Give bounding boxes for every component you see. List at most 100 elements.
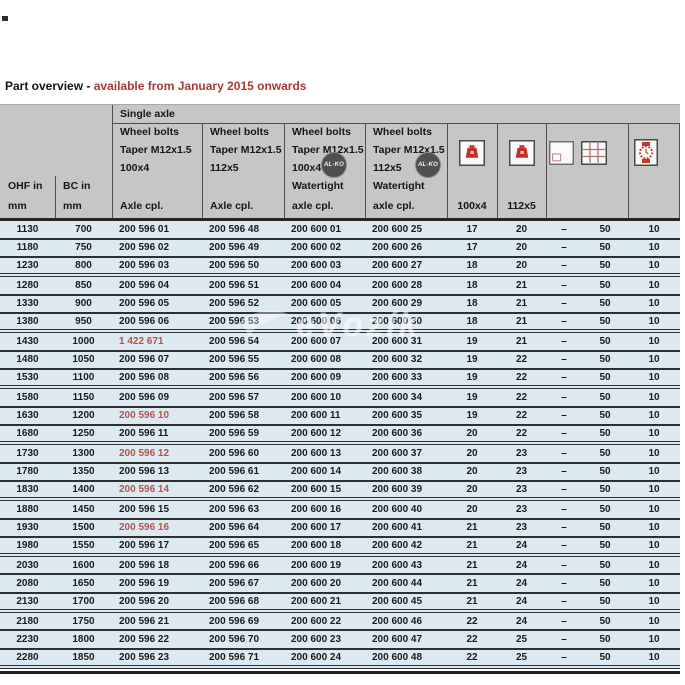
table-cell-watertight_112x5: 200 600 34 [372,391,423,403]
table-row: 1680 1250 200 596 11 200 596 59 200 600 12 20… [0,426,680,445]
header-divider [112,105,113,218]
table-cell-delivery_time: 10 [648,466,660,478]
table-cell-watertight_100x4: 200 600 24 [291,651,342,663]
table-cell-bc: 1350 [72,466,95,478]
table-cell-bc: 1450 [72,503,95,515]
table-cell-axle_112x5: 200 596 65 [209,539,260,551]
table-cell-ohf: 1130 [16,223,39,235]
table-cell-weight_112x5: 22 [515,428,528,440]
table-cell-bc: 1150 [72,391,95,403]
table-cell-axle_112x5: 200 596 55 [209,354,260,366]
table-cell-bc: 700 [75,223,92,235]
table-cell-pallet_qty: 50 [599,595,611,607]
table-cell-watertight_112x5: 200 600 47 [372,634,423,646]
table-cell-packaging: – [561,242,567,254]
table-cell-axle_100x4: 200 596 10 [119,410,170,422]
header-label: Taper M12x1.5 [120,144,192,156]
table-cell-packaging: – [561,539,567,551]
table-cell-weight_100x4: 21 [466,578,478,590]
table-cell-bc: 1750 [72,615,95,627]
table-cell-weight_100x4: 20 [466,447,478,459]
table-row: 1430 1000 1 422 671 200 596 54 200 600 07 200… [0,332,680,352]
header-divider [497,123,498,218]
table-cell-pallet_qty: 50 [599,242,611,254]
table-cell-ohf: 1880 [16,503,39,515]
table-cell-watertight_100x4: 200 600 22 [291,615,342,627]
table-cell-pallet_qty: 50 [599,372,611,384]
table-cell-axle_100x4: 200 596 20 [119,595,170,607]
table-row: 1730 1300 200 596 12 200 596 60 200 600 13 20… [0,444,680,464]
table-row: 1930 1500 200 596 16 200 596 64 200 600 17 20… [0,519,680,539]
table-cell-packaging: – [561,634,567,646]
table-cell-watertight_100x4: 200 600 06 [291,316,342,328]
table-cell-weight_100x4: 20 [466,466,478,478]
table-cell-watertight_112x5: 200 600 27 [372,260,423,272]
table-cell-weight_100x4: 18 [466,316,478,328]
table-cell-weight_100x4: 20 [466,428,478,440]
table-row: 1530 1100 200 596 08 200 596 56 200 600 09 20… [0,370,680,389]
table-cell-pallet_qty: 50 [599,279,611,291]
table-cell-bc: 900 [75,298,92,310]
table-cell-ohf: 1780 [16,466,39,478]
header-divider [546,123,547,218]
table-cell-watertight_112x5: 200 600 26 [372,242,423,254]
table-row: 2130 1700 200 596 20 200 596 68 200 600 21 20… [0,594,680,613]
table-cell-delivery_time: 10 [648,260,660,272]
header-label: mm [8,200,27,212]
table-cell-weight_100x4: 19 [466,391,478,403]
table-cell-weight_100x4: 21 [466,539,478,551]
header-label: 112x5 [210,162,239,174]
table-cell-ohf: 2130 [16,595,39,607]
table-row: 1830 1400 200 596 14 200 596 62 200 600 15 20… [0,482,680,501]
table-cell-axle_112x5: 200 596 57 [209,391,260,403]
table-cell-watertight_100x4: 200 600 14 [291,466,342,478]
table-cell-watertight_112x5: 200 600 31 [372,335,423,347]
column-header-watertight-112x5: Wheel bolts Taper M12x1.5 112x5 Watertig… [365,105,447,218]
table-cell-ohf: 1280 [16,279,39,291]
table-cell-axle_112x5: 200 596 66 [209,559,260,571]
table-cell-delivery_time: 10 [648,223,660,235]
table-cell-weight_112x5: 21 [515,279,528,291]
table-cell-bc: 1500 [72,522,95,534]
table-cell-bc: 1800 [72,634,95,646]
table-cell-pallet_qty: 50 [599,522,611,534]
table-cell-pallet_qty: 50 [599,428,611,440]
table-cell-watertight_112x5: 200 600 43 [372,559,423,571]
table-cell-weight_112x5: 21 [515,298,528,310]
table-cell-packaging: – [561,335,567,347]
table-cell-axle_112x5: 200 596 50 [209,260,260,272]
table-cell-pallet_qty: 50 [599,447,611,459]
table-cell-axle_112x5: 200 596 54 [209,335,260,347]
table-cell-weight_100x4: 22 [466,651,478,663]
table-cell-weight_112x5: 24 [515,595,528,607]
table-cell-axle_112x5: 200 596 53 [209,316,260,328]
table-cell-axle_100x4: 200 596 04 [119,279,170,291]
table-cell-delivery_time: 10 [648,391,660,403]
header-label: axle cpl. [292,200,334,212]
table-row: 2230 1800 200 596 22 200 596 70 200 600 23 20… [0,631,680,651]
header-label: 100x4 [457,200,487,212]
table-cell-bc: 800 [75,260,92,272]
table-cell-axle_112x5: 200 596 62 [209,484,260,496]
table-cell-weight_100x4: 17 [466,242,478,254]
table-cell-packaging: – [561,279,567,291]
table-cell-weight_112x5: 23 [515,522,528,534]
table-cell-axle_100x4: 200 596 06 [119,316,170,328]
table-cell-weight_100x4: 18 [466,260,478,272]
table-cell-axle_112x5: 200 596 68 [209,595,260,607]
table-cell-watertight_100x4: 200 600 09 [291,372,342,384]
table-cell-weight_112x5: 21 [515,335,528,347]
part-overview-table: Single axle OHF in mm BC in mm Wheel bol… [0,104,680,674]
table-row: 1180 750 200 596 02 200 596 49 200 600 02 200… [0,239,680,259]
table-cell-ohf: 1680 [16,428,39,440]
header-label: Wheel bolts [120,126,179,138]
table-bottom-border [0,670,680,674]
table-cell-packaging: – [561,578,567,590]
table-cell-weight_112x5: 21 [515,316,528,328]
table-cell-ohf: 2230 [16,634,39,646]
table-cell-packaging: – [561,447,567,459]
table-cell-packaging: – [561,223,567,235]
table-row: 2180 1750 200 596 21 200 596 69 200 600 22 20… [0,612,680,632]
table-cell-watertight_112x5: 200 600 44 [372,578,423,590]
header-label: 100x4 [292,162,322,174]
